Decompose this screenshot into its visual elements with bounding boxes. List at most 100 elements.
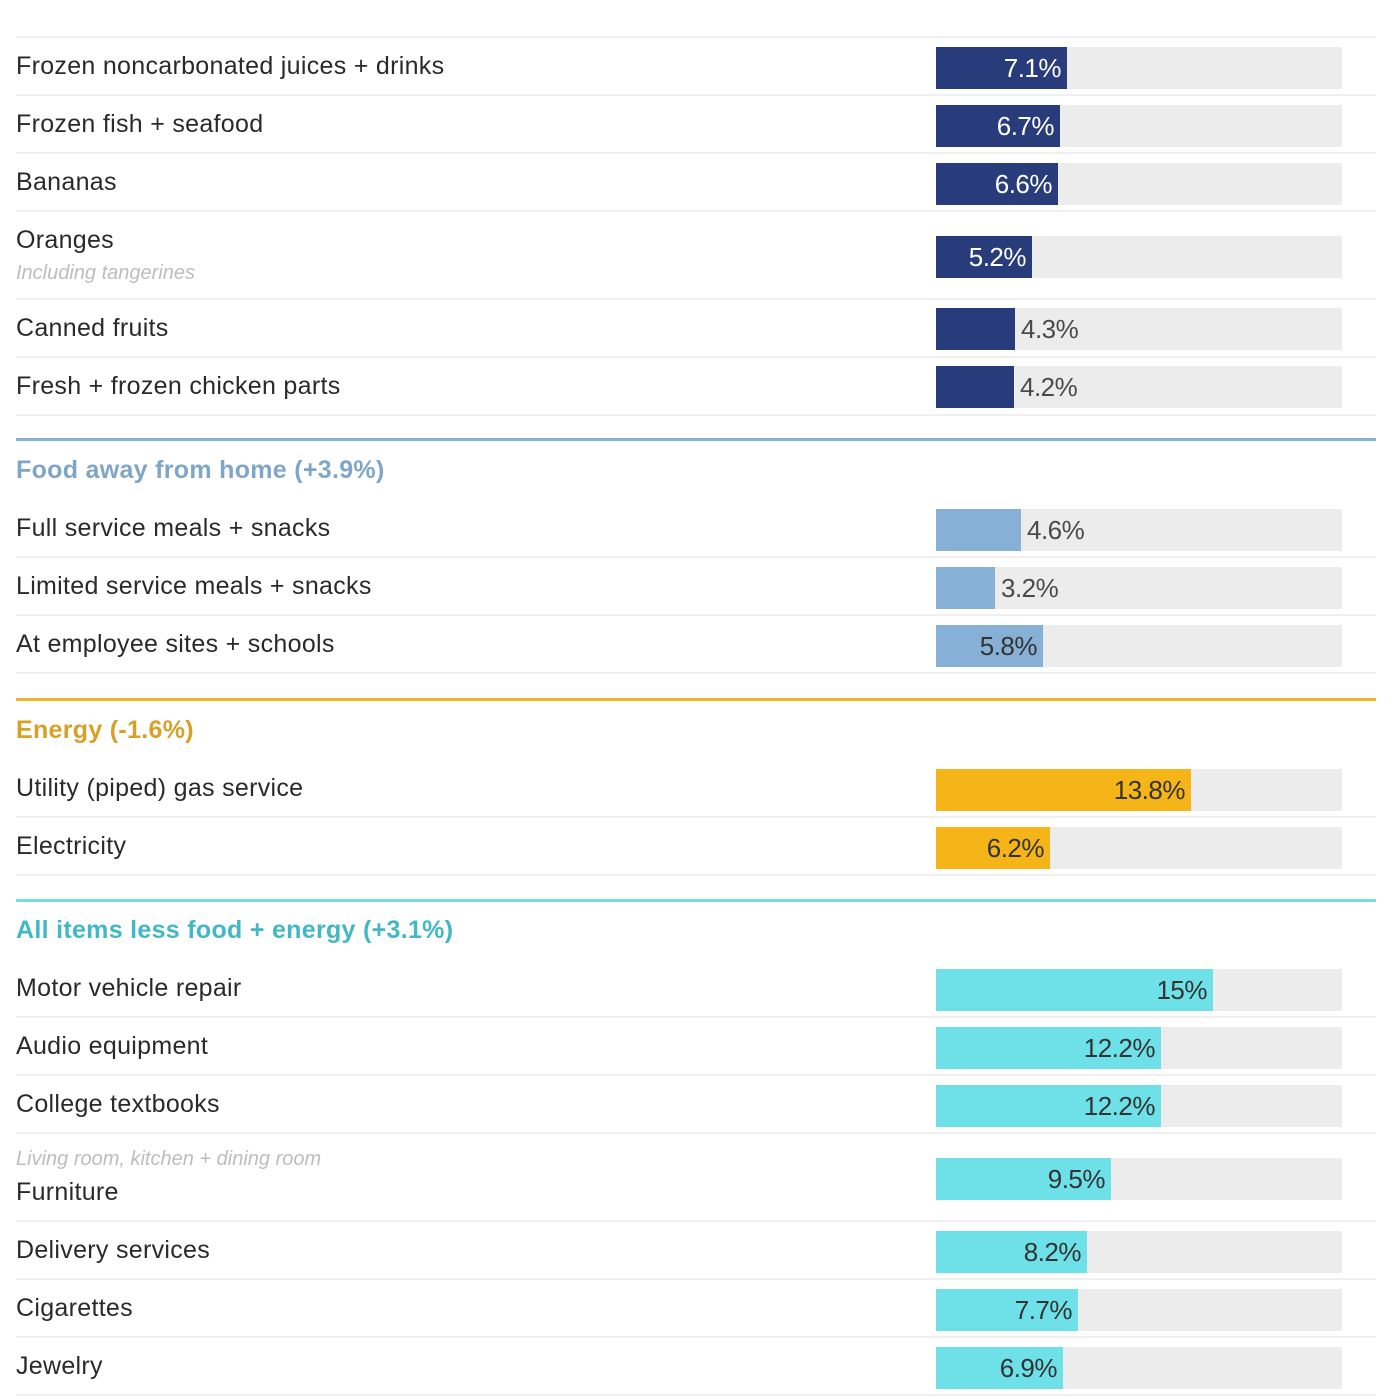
chart-row: Delivery services 8.2%: [16, 1222, 1376, 1280]
bar-track: 6.9%: [936, 1347, 1342, 1389]
chart-row: Full service meals + snacks 4.6%: [16, 500, 1376, 558]
value-label: 4.3%: [1021, 314, 1079, 344]
chart-row: Oranges Including tangerines 5.2%: [16, 212, 1376, 300]
bar: [936, 1289, 1078, 1331]
row-label: Bananas: [16, 168, 117, 196]
row-label: Electricity: [16, 832, 127, 860]
chart-row: Audio equipment 12.2%: [16, 1018, 1376, 1076]
bar-track: 12.2%: [936, 1085, 1342, 1127]
row-label: Limited service meals + snacks: [16, 572, 372, 600]
row-label: College textbooks: [16, 1090, 220, 1118]
group-divider: [16, 899, 1376, 902]
bar-track: 4.2%: [936, 366, 1342, 408]
chart-row: Furniture Living room, kitchen + dining r…: [16, 1134, 1376, 1222]
bar: [936, 105, 1060, 147]
bar-track: 3.2%: [936, 567, 1342, 609]
bar: [936, 163, 1058, 205]
value-label: 12.2%: [1083, 1091, 1156, 1121]
row-label: Canned fruits: [16, 314, 169, 342]
bar-track: 6.2%: [936, 827, 1342, 869]
group-header: Energy (-1.6%): [16, 716, 194, 744]
bar-track: 12.2%: [936, 1027, 1342, 1069]
chart-row: Including related products7.2%: [16, 0, 1376, 38]
chart-row: At employee sites + schools 5.8%: [16, 616, 1376, 674]
chart-row: Frozen noncarbonated juices + drinks 7.1%: [16, 38, 1376, 96]
bar-track: 4.3%: [936, 308, 1342, 350]
bar-track: 13.8%: [936, 769, 1342, 811]
row-label: Frozen noncarbonated juices + drinks: [16, 52, 445, 80]
row-label: Utility (piped) gas service: [16, 774, 304, 802]
bar-track: 7.7%: [936, 1289, 1342, 1331]
row-label: Jewelry: [16, 1352, 103, 1380]
row-sublabel: Including tangerines: [16, 262, 196, 284]
bar-track: 15%: [936, 969, 1342, 1011]
row-label: Furniture: [16, 1178, 119, 1206]
value-label: 5.2%: [968, 242, 1027, 272]
chart-row: Electricity 6.2%: [16, 818, 1376, 876]
value-label: 12.2%: [1083, 1033, 1156, 1063]
bar: [936, 1158, 1111, 1200]
row-label: Oranges: [16, 226, 114, 254]
bar-track: 6.7%: [936, 105, 1342, 147]
chart-row: Jewelry 6.9%: [16, 1338, 1376, 1396]
bar: [936, 1085, 1161, 1127]
bar-track: 5.8%: [936, 625, 1342, 667]
bar: [936, 366, 1014, 408]
chart-row: Utility (piped) gas service 13.8%: [16, 760, 1376, 818]
value-label: 6.9%: [999, 1353, 1058, 1383]
bar-track: 8.2%: [936, 1231, 1342, 1273]
bar: [936, 625, 1043, 667]
chart-row: Cigarettes 7.7%: [16, 1280, 1376, 1338]
chart-row: Canned fruits 4.3%: [16, 300, 1376, 358]
value-label: 3.2%: [1001, 573, 1059, 603]
row-label: Delivery services: [16, 1236, 211, 1264]
bar: [936, 47, 1067, 89]
value-label: 6.7%: [996, 111, 1055, 141]
bar: [936, 1231, 1087, 1273]
bar: [936, 969, 1213, 1011]
bar: [936, 769, 1191, 811]
bar: [936, 1027, 1161, 1069]
chart-row: Motor vehicle repair 15%: [16, 960, 1376, 1018]
group-divider: [16, 438, 1376, 441]
group-divider: [16, 698, 1376, 701]
chart-row: Frozen fish + seafood 6.7%: [16, 96, 1376, 154]
group-header: Food away from home (+3.9%): [16, 456, 385, 484]
bar-track: 9.5%: [936, 1158, 1342, 1200]
row-sublabel: Living room, kitchen + dining room: [16, 1148, 322, 1170]
row-label: Frozen fish + seafood: [16, 110, 264, 138]
row-label: Fresh + frozen chicken parts: [16, 372, 341, 400]
value-label: 4.6%: [1027, 515, 1085, 545]
value-label: 6.6%: [994, 169, 1053, 199]
row-label: Cigarettes: [16, 1294, 133, 1322]
row-label: Full service meals + snacks: [16, 514, 331, 542]
bar: [936, 509, 1021, 551]
chart-row: Fresh + frozen chicken parts 4.2%: [16, 358, 1376, 416]
bar: [936, 827, 1050, 869]
value-label: 15%: [1156, 975, 1207, 1005]
value-label: 7.1%: [1003, 53, 1062, 83]
chart-row: College textbooks 12.2%: [16, 1076, 1376, 1134]
value-label: 13.8%: [1113, 775, 1186, 805]
value-label: 5.8%: [979, 631, 1038, 661]
chart-row: Limited service meals + snacks 3.2%: [16, 558, 1376, 616]
group-header: All items less food + energy (+3.1%): [16, 916, 454, 944]
bar-track: 6.6%: [936, 163, 1342, 205]
bar: [936, 236, 1032, 278]
row-label: At employee sites + schools: [16, 630, 335, 658]
value-label: 6.2%: [986, 833, 1045, 863]
value-label: 7.7%: [1014, 1295, 1073, 1325]
bar: [936, 308, 1015, 350]
value-label: 9.5%: [1047, 1164, 1106, 1194]
value-label: 4.2%: [1020, 372, 1078, 402]
bar-track: 4.6%: [936, 509, 1342, 551]
row-label: Audio equipment: [16, 1032, 209, 1060]
bar-track: 7.1%: [936, 47, 1342, 89]
row-label: Motor vehicle repair: [16, 974, 242, 1002]
bar: [936, 567, 995, 609]
chart-row: Bananas 6.6%: [16, 154, 1376, 212]
value-label: 8.2%: [1023, 1237, 1082, 1267]
bar-track: 5.2%: [936, 236, 1342, 278]
bar: [936, 1347, 1063, 1389]
